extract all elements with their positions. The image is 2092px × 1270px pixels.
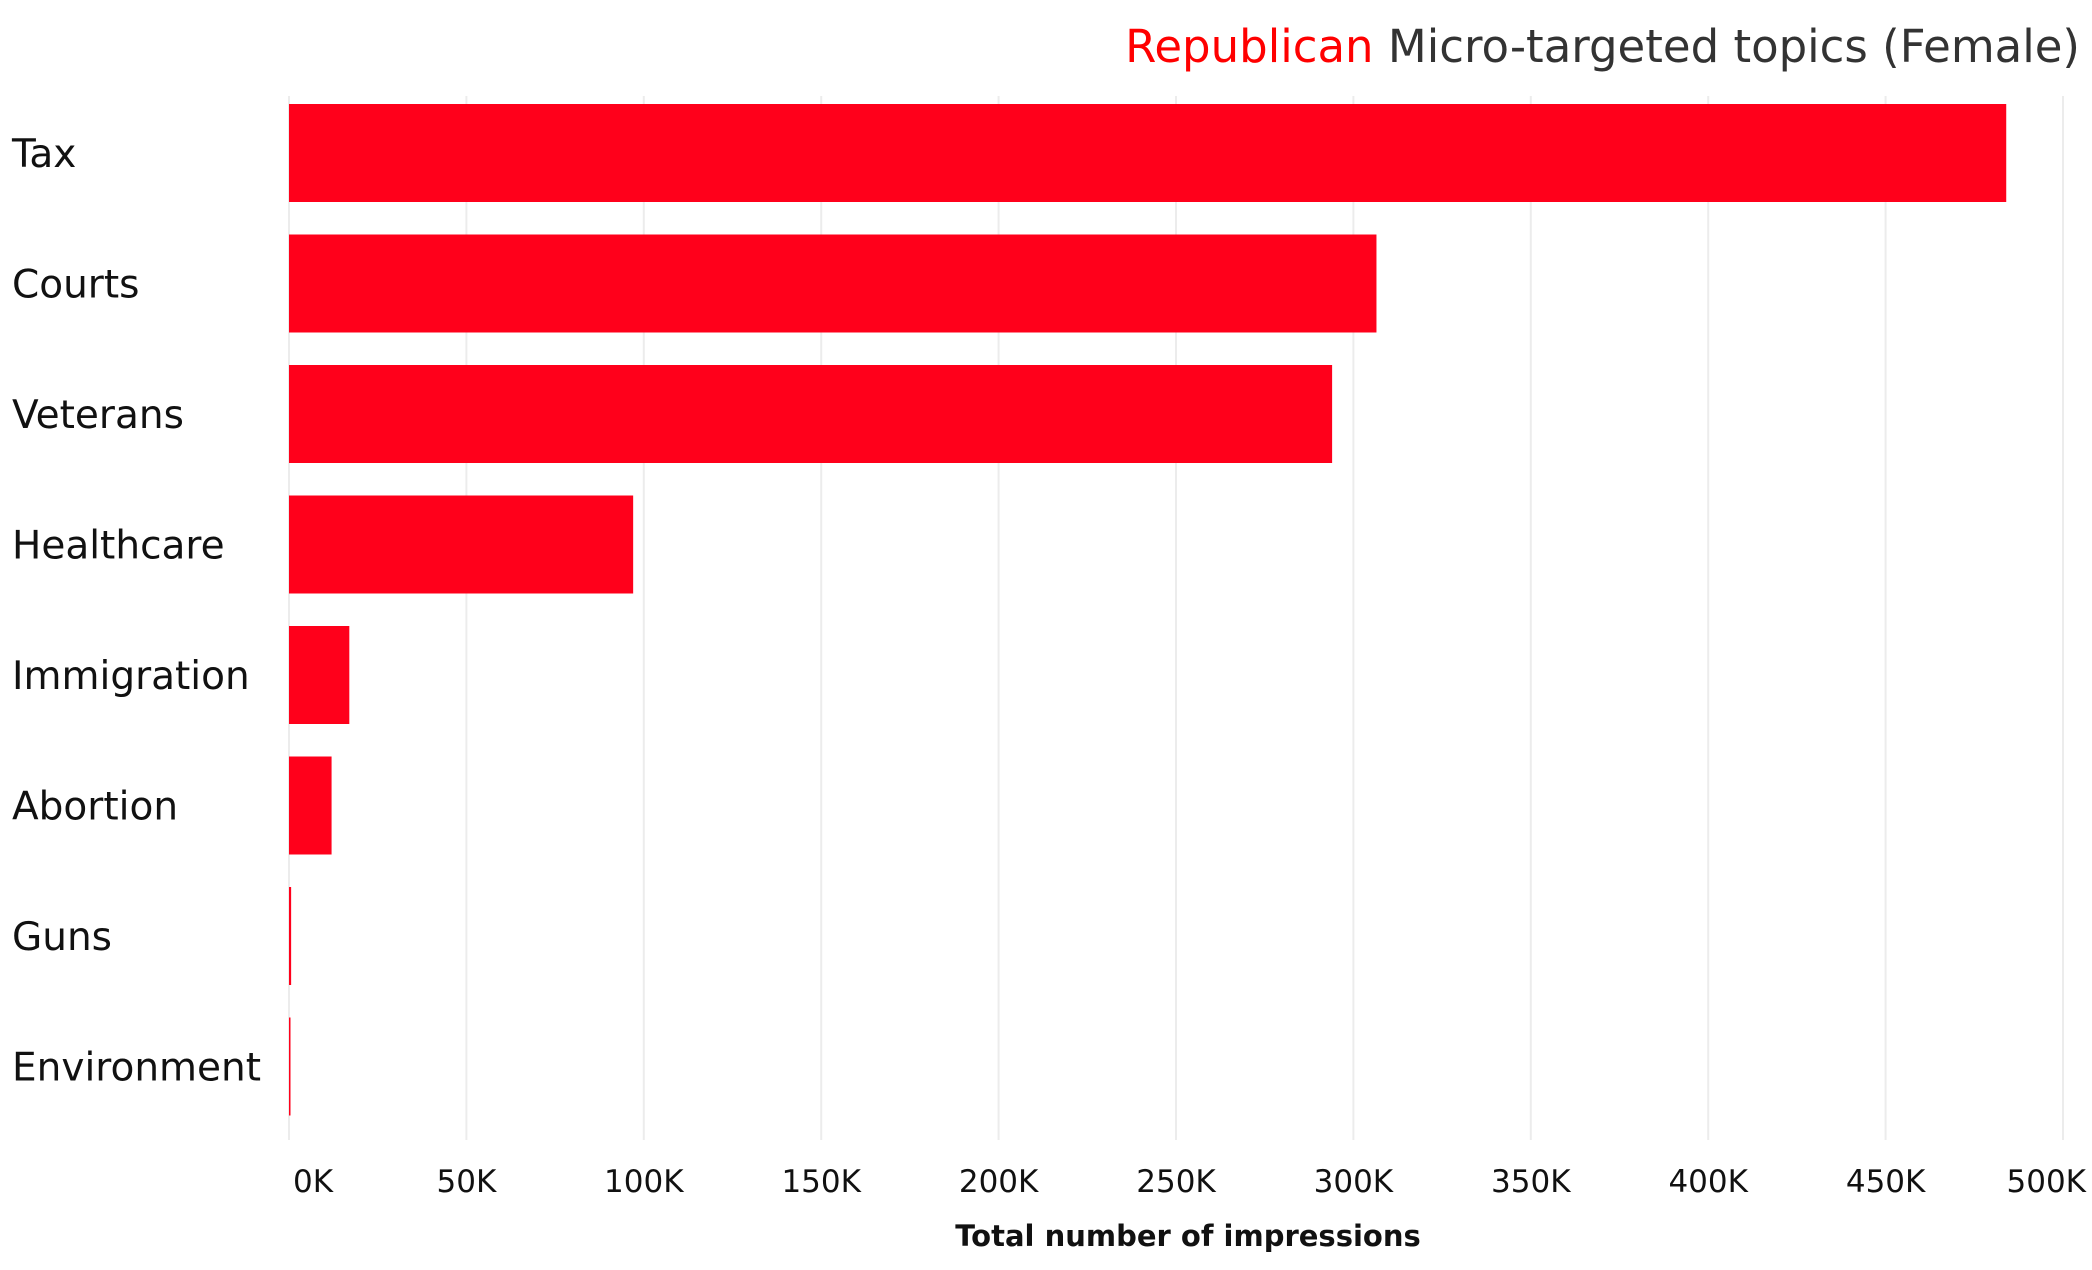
category-label-abortion: Abortion bbox=[12, 785, 178, 830]
x-tick-label: 400K bbox=[1668, 1164, 1748, 1200]
bar-tax bbox=[289, 104, 2007, 202]
category-label-guns: Guns bbox=[12, 915, 112, 960]
category-label-environment: Environment bbox=[12, 1046, 261, 1091]
bars bbox=[289, 104, 2007, 1116]
bar-courts bbox=[289, 234, 1377, 333]
x-tick-label: 150K bbox=[781, 1164, 861, 1200]
category-label-courts: Courts bbox=[12, 263, 139, 308]
bar-environment bbox=[289, 1017, 291, 1116]
x-axis-tick-labels: 0K 50K 100K 150K 200K 250K 300K 350K 400K 450K 500… bbox=[293, 1164, 2087, 1200]
x-tick-label: 200K bbox=[959, 1164, 1039, 1200]
x-tick-label: 100K bbox=[604, 1164, 684, 1200]
x-axis-title: Total number of impressions bbox=[955, 1219, 1420, 1253]
bar-guns bbox=[289, 887, 292, 985]
chart-title-spacer bbox=[1374, 20, 1388, 73]
category-label-veterans: Veterans bbox=[12, 393, 184, 438]
x-tick-label: 250K bbox=[1136, 1164, 1216, 1200]
bar-immigration bbox=[289, 626, 350, 724]
category-label-immigration: Immigration bbox=[12, 654, 250, 699]
x-tick-label: 450K bbox=[1846, 1164, 1926, 1200]
x-tick-label: 500K bbox=[2007, 1164, 2087, 1200]
chart-title-highlight: Republican bbox=[1125, 20, 1373, 73]
x-tick-label: 0K bbox=[293, 1164, 334, 1200]
x-tick-label: 300K bbox=[1314, 1164, 1394, 1200]
chart-title-rest: Micro-targeted topics (Female) bbox=[1388, 20, 2080, 73]
category-labels: Tax Courts Veterans Healthcare Immigration Ab… bbox=[11, 132, 261, 1091]
chart-title: Republican Micro-targeted topics (Female… bbox=[1125, 20, 2080, 73]
bar-veterans bbox=[289, 365, 1333, 463]
x-tick-label: 50K bbox=[437, 1164, 497, 1200]
bar-healthcare bbox=[289, 495, 634, 594]
category-label-healthcare: Healthcare bbox=[12, 524, 225, 569]
category-label-tax: Tax bbox=[11, 132, 76, 177]
x-tick-label: 350K bbox=[1491, 1164, 1571, 1200]
bar-abortion bbox=[289, 756, 332, 855]
